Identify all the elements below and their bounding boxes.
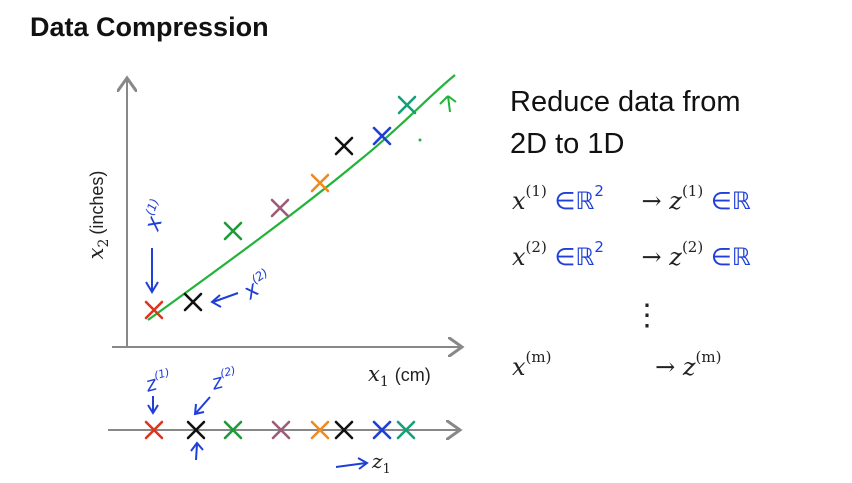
eqm-lhs-sup: (m) bbox=[525, 348, 552, 366]
heading-line-2: 2D to 1D bbox=[510, 128, 625, 160]
data-points-1d bbox=[144, 420, 416, 440]
eq1-lhs-set: ∈ℝ bbox=[554, 187, 595, 215]
eq1-rhs-set: ∈ℝ bbox=[710, 187, 751, 215]
eq1-lhs: x bbox=[512, 187, 526, 215]
eq2-arrow: → bbox=[641, 243, 662, 271]
projected-point-6 bbox=[334, 420, 354, 440]
eq2-rhs: z bbox=[669, 243, 682, 271]
line-direction-arrow bbox=[439, 95, 457, 113]
projected-point-3 bbox=[223, 420, 243, 440]
eq1-rhs-sup: (1) bbox=[681, 182, 704, 200]
y-axis-label: x2(inches) bbox=[84, 171, 112, 260]
projected-point-4 bbox=[271, 420, 291, 440]
eq1-lhs-sup: (1) bbox=[525, 182, 547, 200]
eq2-lhs: x bbox=[512, 243, 526, 271]
eq2-lhs-set: ∈ℝ bbox=[554, 243, 595, 271]
annotation-arrow-x1 bbox=[145, 248, 159, 294]
annotation-z1: z(1) bbox=[142, 366, 175, 397]
annotation-z2: z(2) bbox=[208, 364, 241, 395]
data-point-7 bbox=[372, 126, 392, 146]
eq2-rhs-set: ∈ℝ bbox=[710, 243, 751, 271]
data-point-1 bbox=[144, 300, 164, 320]
heading-line-1: Reduce data from bbox=[510, 86, 741, 118]
eq2-lhs-sup: (2) bbox=[525, 238, 547, 256]
annotation-x1: x(1) bbox=[138, 197, 174, 235]
eq2-lhs-set-sup: 2 bbox=[594, 238, 604, 256]
x-axis-label: x1 (cm) bbox=[368, 362, 431, 390]
stray-mark bbox=[418, 138, 422, 142]
equation-row-1: x(1) ∈ℝ2 → z(1) ∈ℝ bbox=[512, 182, 751, 215]
data-point-4 bbox=[270, 198, 290, 218]
annotation-arrow-z2 bbox=[193, 396, 211, 416]
svg-text:z(1): z(1) bbox=[142, 366, 175, 397]
eq2-rhs-sup: (2) bbox=[681, 238, 704, 256]
data-point-2 bbox=[183, 292, 203, 312]
eq1-rhs: z bbox=[669, 187, 682, 215]
annotation-arrow-up bbox=[190, 441, 204, 461]
projected-point-1 bbox=[144, 420, 164, 440]
z-direction-arrow bbox=[335, 457, 369, 470]
projected-point-8 bbox=[396, 420, 416, 440]
z-line-label: z1 bbox=[371, 449, 391, 477]
projected-point-2 bbox=[186, 420, 206, 440]
projected-point-7 bbox=[372, 420, 392, 440]
annotation-x2: x(2) bbox=[237, 266, 278, 306]
eqm-rhs: z bbox=[682, 353, 696, 381]
eqm-rhs-sup: (m) bbox=[695, 348, 722, 366]
projected-point-5 bbox=[310, 420, 330, 440]
svg-text:z(2): z(2) bbox=[208, 364, 241, 395]
eqm-arrow: → bbox=[655, 353, 676, 381]
data-point-8 bbox=[397, 95, 417, 115]
projection-line bbox=[147, 74, 456, 321]
equation-row-2: x(2) ∈ℝ2 → z(2) ∈ℝ bbox=[512, 238, 751, 271]
page-title: Data Compression bbox=[30, 12, 269, 42]
data-points-2d bbox=[144, 95, 417, 320]
equation-row-m: x(m) → z(m) bbox=[512, 348, 721, 381]
svg-text:x(1): x(1) bbox=[138, 197, 174, 235]
data-point-6 bbox=[334, 136, 354, 156]
annotation-arrow-z1 bbox=[147, 396, 159, 415]
data-point-3 bbox=[223, 221, 243, 241]
eq1-arrow: → bbox=[641, 187, 662, 215]
vertical-ellipsis: ⋮ bbox=[632, 298, 662, 333]
svg-text:x(2): x(2) bbox=[237, 266, 278, 306]
eq1-lhs-set-sup: 2 bbox=[594, 182, 604, 200]
data-point-5 bbox=[310, 173, 330, 193]
annotation-arrow-x2 bbox=[210, 292, 239, 308]
eqm-lhs: x bbox=[512, 353, 526, 381]
